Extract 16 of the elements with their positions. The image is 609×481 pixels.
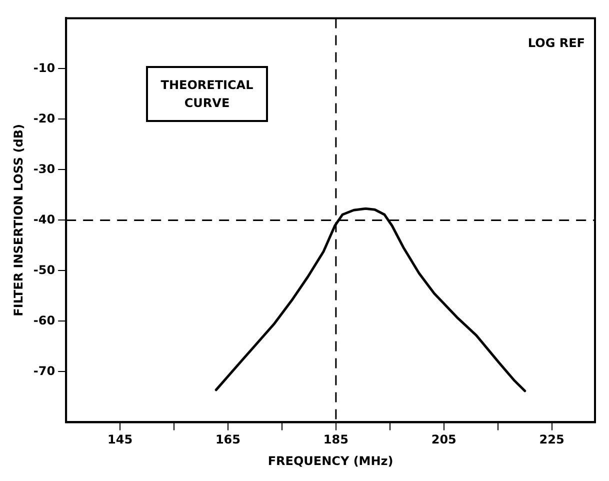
annotation: THEORETICAL CURVE bbox=[146, 66, 268, 122]
y-tick-label: -20 bbox=[33, 111, 56, 126]
y-tick-label: -50 bbox=[33, 262, 56, 277]
y-tick-label: -70 bbox=[33, 364, 56, 378]
x-tick-label: 185 bbox=[323, 432, 348, 447]
annotation: LOG REF bbox=[528, 36, 585, 50]
y-tick-label: -10 bbox=[33, 60, 56, 75]
y-tick-label: -60 bbox=[33, 313, 56, 328]
x-tick-label: 225 bbox=[539, 432, 564, 447]
x-tick-label: 165 bbox=[215, 432, 241, 447]
y-tick-label: -40 bbox=[33, 212, 56, 226]
x-tick-label: 205 bbox=[431, 432, 456, 447]
x-tick-label: 145 bbox=[108, 432, 133, 447]
x-axis-title: FREQUENCY (MHz) bbox=[268, 454, 394, 468]
y-tick-label: -30 bbox=[33, 162, 56, 176]
y-axis-title: FILTER INSERTION LOSS (dB) bbox=[11, 124, 26, 316]
